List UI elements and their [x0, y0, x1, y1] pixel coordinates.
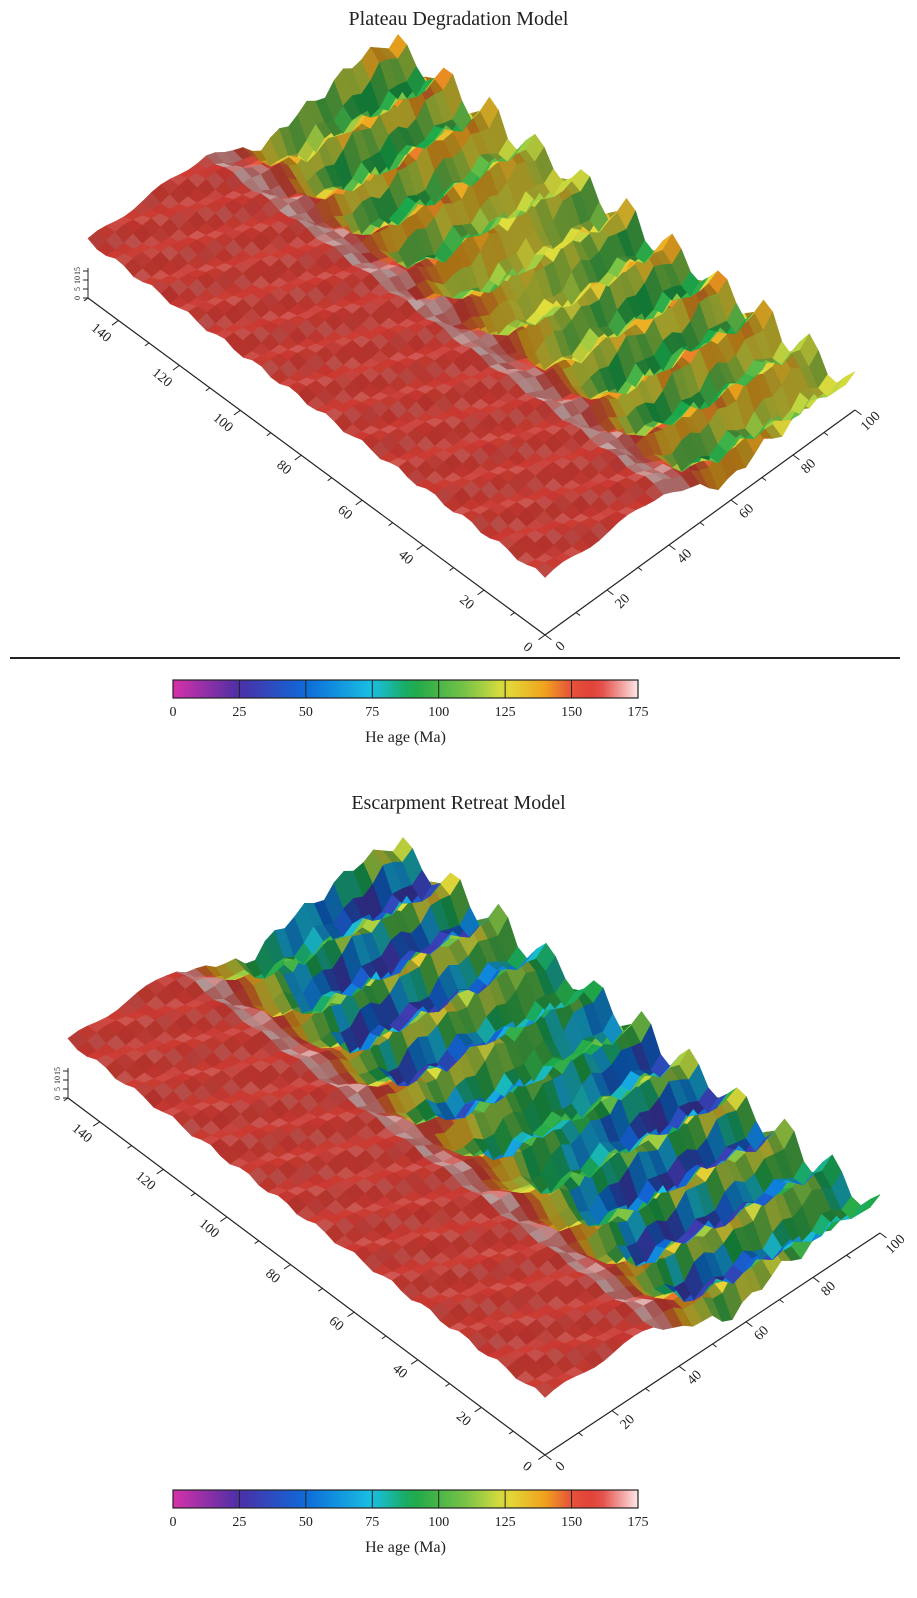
- colorbar-tick-label: 125: [495, 705, 516, 720]
- z-tick-label: 10: [73, 276, 82, 284]
- colorbar-tick-label: 0: [170, 705, 177, 720]
- x-tick: [416, 544, 424, 551]
- colorbar-tick-label: 0: [170, 1515, 177, 1530]
- surface-mesh: [67, 837, 881, 1398]
- colorbar-tick-label: 150: [561, 1515, 582, 1530]
- y-tick: [730, 499, 738, 506]
- y-tick: [823, 432, 829, 436]
- z-tick-label: 5: [73, 287, 82, 291]
- x-tick: [538, 634, 546, 641]
- x-tick: [205, 387, 211, 392]
- colorbar-tick-label: 150: [561, 705, 582, 720]
- colorbar-gradient: [172, 1489, 639, 1509]
- colorbar-tick-label: 50: [299, 1515, 313, 1530]
- colorbar-tick-label: 25: [232, 705, 246, 720]
- surface-mesh: [87, 33, 856, 578]
- y-tick: [761, 477, 767, 481]
- y-tick: [544, 634, 552, 641]
- z-tick-label: 0: [73, 296, 82, 300]
- x-tick: [294, 454, 302, 461]
- colorbar-tick-label: 25: [232, 1515, 246, 1530]
- x-tick: [266, 432, 272, 437]
- z-tick-label: 15: [73, 267, 82, 275]
- x-tick: [477, 589, 485, 596]
- colorbar-tick-label: 175: [628, 705, 649, 720]
- colorbar-label: He age (Ma): [365, 1539, 446, 1556]
- x-tick: [510, 612, 515, 616]
- colorbar-tick-label: 50: [299, 705, 313, 720]
- colorbar-tick-label: 75: [365, 1515, 379, 1530]
- chart-title-bottom: Escarpment Retreat Model: [351, 792, 566, 814]
- colorbar-tick-label: 175: [628, 1515, 649, 1530]
- colorbar-label: He age (Ma): [365, 729, 446, 746]
- colorbar-tick-label: 75: [365, 705, 379, 720]
- x-tick: [144, 342, 150, 347]
- colorbar-bottom: 0 25 50 75 100 125 150 175 He age (Ma): [170, 1489, 649, 1556]
- y-tick: [575, 612, 581, 616]
- x-tick: [327, 477, 333, 482]
- y-tick: [637, 567, 643, 571]
- colorbar-tick-label: 100: [428, 705, 449, 720]
- x-tick: [233, 409, 241, 416]
- chart-title-top: Plateau Degradation Model: [348, 8, 569, 30]
- x-tick: [449, 567, 454, 571]
- surface-cell: [836, 371, 856, 391]
- y-tick: [792, 454, 800, 461]
- y-tick: [854, 409, 862, 416]
- colorbar-top: 0 25 50 75 100 125 150 175 He age (Ma): [170, 679, 649, 746]
- colorbar-tick-label: 125: [495, 1515, 516, 1530]
- x-tick: [388, 522, 393, 527]
- y-tick: [606, 589, 614, 596]
- x-tick: [111, 320, 119, 326]
- colorbar-tick-label: 100: [428, 1515, 449, 1530]
- x-tick: [355, 499, 363, 506]
- y-tick: [668, 544, 676, 551]
- panel-divider: [10, 657, 900, 659]
- y-tick: [699, 522, 705, 526]
- x-axis-line: [87, 297, 546, 636]
- x-tick: [172, 364, 180, 371]
